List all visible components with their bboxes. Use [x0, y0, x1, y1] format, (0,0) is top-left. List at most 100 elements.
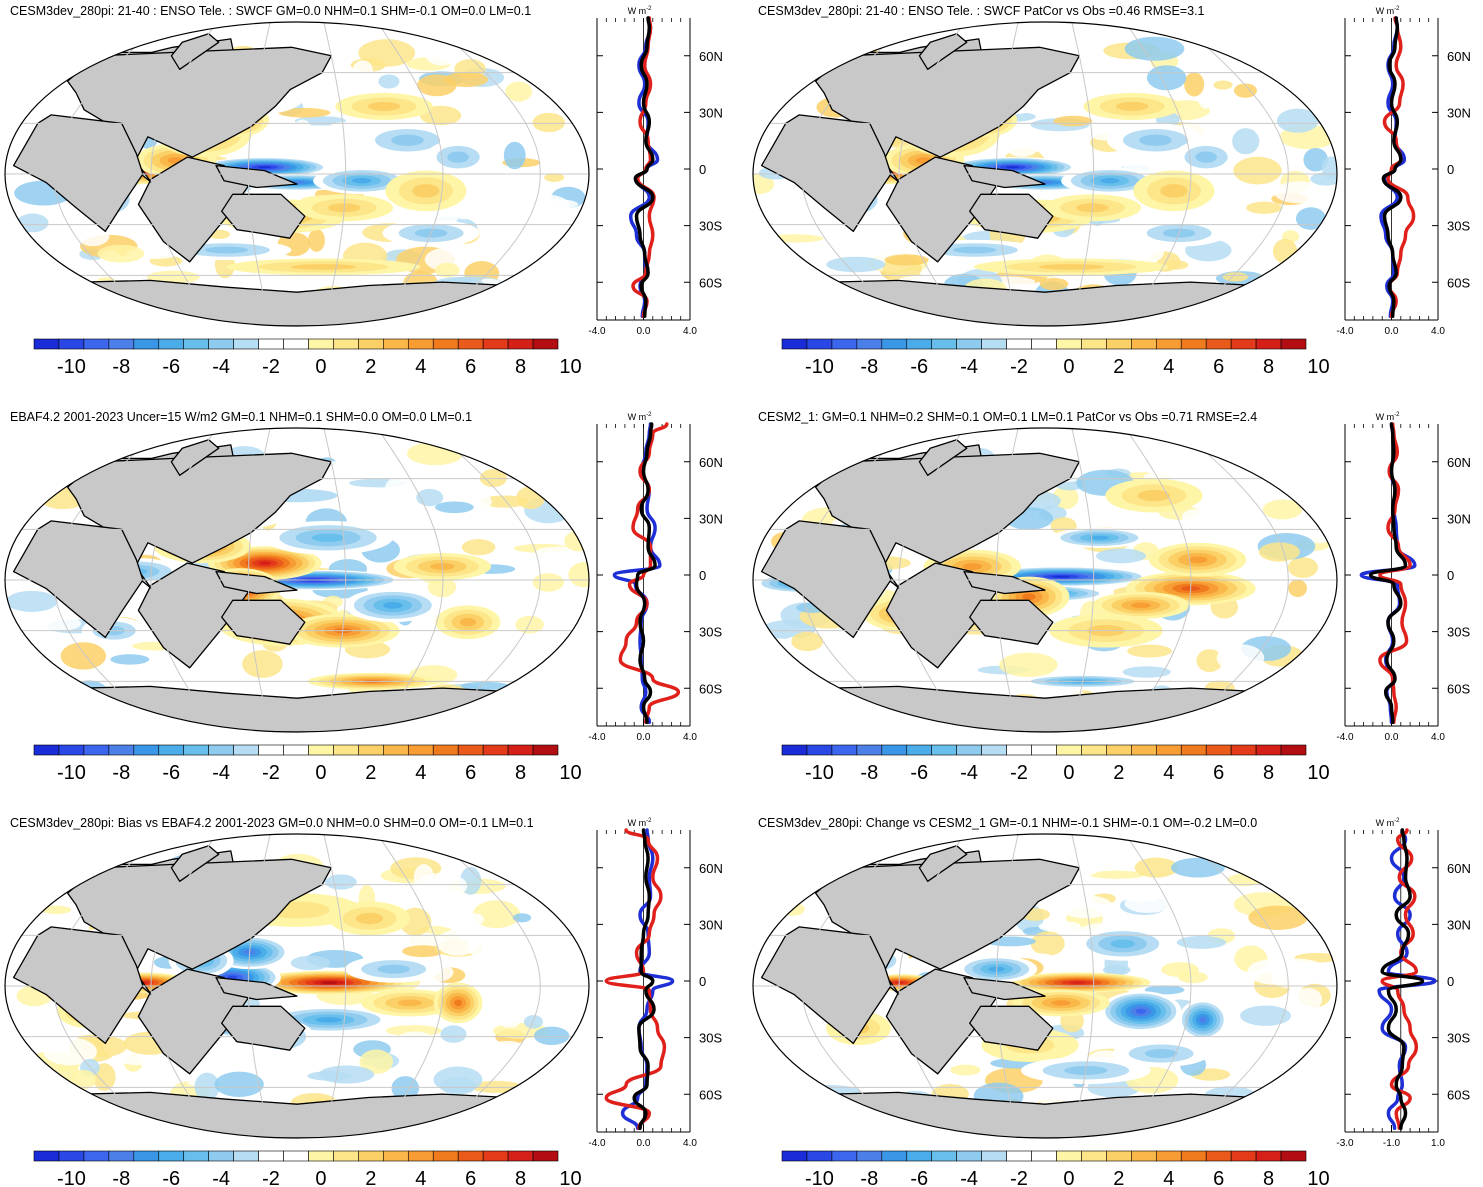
colorbar-swatch: [1280, 744, 1307, 756]
field-patch: [378, 74, 400, 89]
field-patch: [385, 1025, 442, 1037]
lat-tick-label: 0: [1447, 974, 1454, 989]
graticule: [5, 428, 589, 732]
colorbar-tick-label: -6: [910, 356, 928, 378]
lat-tick-label: 60N: [699, 455, 723, 470]
colorbar-tick-label: -4: [212, 1168, 230, 1187]
profile-x-tick-label: 4.0: [683, 732, 697, 743]
map-border: [4, 21, 590, 327]
colorbar-swatch: [133, 338, 160, 350]
colorbar-swatch: [283, 338, 309, 350]
colorbar-swatch: [308, 1150, 334, 1162]
panel-6: CESM3dev_280pi: Change vs CESM2_1 GM=-0.…: [752, 816, 1471, 1187]
lat-tick-label: 60N: [1447, 861, 1471, 876]
map-border: [4, 427, 590, 733]
field-patch: [1127, 644, 1172, 658]
colorbar-swatch: [1106, 744, 1132, 756]
colorbar-swatch: [1006, 338, 1032, 350]
colorbar-tick-label: 10: [559, 1168, 581, 1187]
field-patch: [1161, 962, 1199, 978]
field-patch: [407, 441, 464, 466]
colorbar-tick-label: -10: [57, 356, 86, 378]
colorbar-swatch: [1056, 1150, 1082, 1162]
field-patch: [1246, 201, 1283, 214]
colorbar-tick-label: -4: [960, 1168, 978, 1187]
colorbar: -10 -8 -6 -4 -2 0 2 4 6 8 10: [33, 1150, 582, 1187]
colorbar-tick-label: 0: [315, 762, 326, 784]
lat-tick-label: 30N: [1447, 917, 1471, 932]
colorbar-swatch: [432, 1150, 459, 1162]
lat-tick-label: 60S: [1447, 275, 1470, 290]
colorbar-swatch: [1205, 744, 1232, 756]
land-mask: [760, 845, 1258, 1138]
colorbar-tick-label: -10: [805, 356, 834, 378]
field-patch: [766, 234, 824, 243]
colorbar-swatch: [1180, 1150, 1207, 1162]
colorbar-swatch: [457, 338, 484, 350]
field-patch: [110, 654, 150, 665]
profile-x-tick-label: -4.0: [1336, 732, 1354, 743]
colorbar-tick-label: -6: [162, 356, 180, 378]
field-patch: [435, 501, 474, 514]
colorbar-tick-label: 6: [1213, 762, 1224, 784]
lat-tick-label: 30S: [699, 1031, 722, 1046]
colorbar-swatch: [308, 338, 334, 350]
field-blob: [1115, 101, 1149, 111]
colorbar: -10 -8 -6 -4 -2 0 2 4 6 8 10: [33, 744, 582, 784]
colorbar-swatch: [58, 338, 85, 350]
map-field: [5, 834, 589, 1138]
colorbar-swatch: [33, 744, 60, 756]
longitude-line: [1124, 834, 1192, 1138]
colorbar-swatch: [507, 1150, 534, 1162]
lat-tick-label: 60S: [1447, 1087, 1470, 1102]
colorbar-swatch: [906, 1150, 933, 1162]
colorbar-swatch: [457, 744, 484, 756]
panel-4: CESM2_1: GM=0.1 NHM=0.2 SHM=0.1 OM=0.1 L…: [752, 410, 1471, 784]
colorbar-tick-label: -4: [960, 762, 978, 784]
field-patch: [861, 1081, 919, 1092]
field-patch: [1004, 133, 1040, 157]
longitude-line: [898, 834, 966, 1138]
colorbar-tick-label: -2: [1010, 356, 1028, 378]
colorbar-swatch: [532, 338, 559, 350]
colorbar-swatch: [856, 744, 883, 756]
field-patch: [1214, 971, 1233, 987]
field-patch: [791, 631, 824, 652]
colorbar-swatch: [1155, 1150, 1182, 1162]
field-patch: [876, 1066, 911, 1075]
colorbar-swatch: [1205, 1150, 1232, 1162]
field-patch: [45, 232, 75, 259]
field-patch: [532, 573, 565, 592]
map-field: [753, 834, 1337, 1138]
profile-line-model: [1368, 422, 1408, 724]
graticule: [5, 22, 589, 326]
field-blob: [258, 166, 272, 169]
field-patch: [97, 244, 145, 263]
field-patch: [564, 530, 589, 552]
colorbar-tick-label: 4: [1163, 356, 1174, 378]
field-patch: [40, 616, 82, 631]
field-patch: [503, 141, 526, 170]
field-blob: [377, 964, 410, 974]
lat-tick-label: 30S: [699, 219, 722, 234]
colorbar-swatch: [1155, 744, 1182, 756]
colorbar-tick-label: 2: [365, 356, 376, 378]
colorbar-swatch: [806, 744, 833, 756]
colorbar: -10 -8 -6 -4 -2 0 2 4 6 8 10: [781, 1150, 1330, 1187]
panel-3: EBAF4.2 2001-2023 Uncer=15 W/m2 GM=0.1 N…: [4, 410, 723, 784]
profile-x-tick-label: 0.0: [637, 326, 651, 337]
longitude-line: [430, 834, 541, 1138]
graticule: [753, 428, 1337, 732]
field-patch: [25, 914, 76, 926]
field-patch: [1294, 988, 1323, 1011]
colorbar-swatch: [482, 338, 509, 350]
continent-indonesia: [215, 570, 298, 595]
continent-indonesia: [963, 976, 1046, 1001]
profile-x-tick-label: 4.0: [683, 326, 697, 337]
colorbar-swatch: [383, 338, 409, 350]
longitude-line: [1178, 428, 1289, 732]
lat-tick-label: 30N: [699, 917, 723, 932]
colorbar-swatch: [507, 744, 534, 756]
field-blob: [290, 264, 356, 270]
continent-australia: [969, 599, 1054, 645]
